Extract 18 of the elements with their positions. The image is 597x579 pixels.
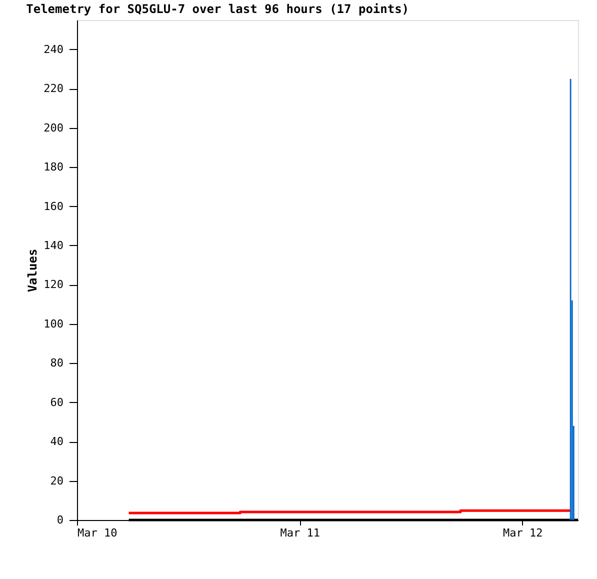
chart-title: Telemetry for SQ5GLU-7 over last 96 hours (17 points)	[26, 2, 410, 16]
y-tick-label: 0	[56, 514, 64, 526]
x-tick-label: Mar 12	[502, 526, 543, 540]
y-tick-label: 100	[44, 317, 64, 330]
y-tick-label: 60	[50, 396, 64, 409]
y-tick-label: 40	[50, 435, 64, 448]
y-tick-label: 80	[50, 356, 64, 370]
y-tick-label: 220	[44, 82, 64, 96]
y-axis-title: Values	[26, 248, 40, 292]
y-tick-label: 140	[44, 238, 64, 252]
y-tick-label: 160	[44, 200, 64, 213]
x-tick-label: Mar 10	[78, 526, 118, 540]
y-tick-label: 200	[44, 121, 64, 134]
y-tick-label: 120	[44, 278, 64, 292]
y-tick-label: 240	[44, 42, 64, 56]
y-tick-label: 20	[50, 474, 64, 488]
y-tick-label: 180	[44, 160, 64, 174]
x-tick-label: Mar 11	[280, 526, 320, 540]
